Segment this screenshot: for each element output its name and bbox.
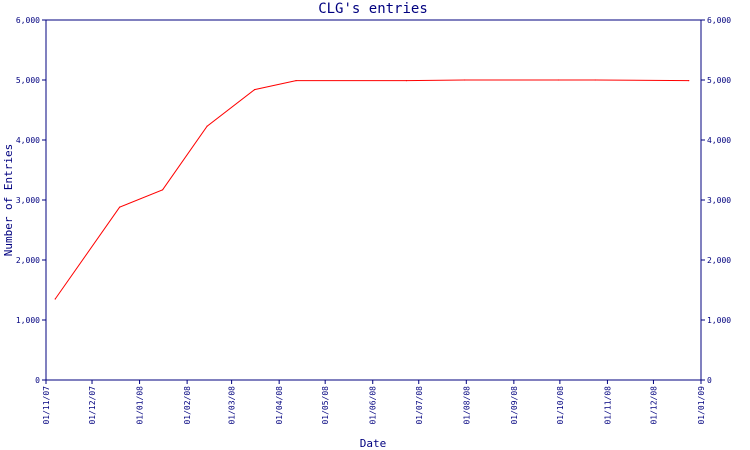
x-tick-label: 01/02/08 <box>183 386 192 425</box>
y-tick-label-left: 4,000 <box>16 136 40 145</box>
series-line <box>54 79 689 300</box>
x-tick-label: 01/05/08 <box>321 386 330 425</box>
x-tick-label: 01/09/08 <box>510 386 519 425</box>
y-tick-label-right: 5,000 <box>707 76 731 85</box>
data-point <box>688 80 690 82</box>
x-axis-label: Date <box>360 437 387 450</box>
data-point <box>594 79 596 81</box>
x-tick-label: 01/12/08 <box>649 386 658 425</box>
x-tick-label: 01/11/07 <box>42 386 51 425</box>
y-tick-label-right: 6,000 <box>707 16 731 25</box>
data-point <box>54 298 56 300</box>
x-tick-label: 01/04/08 <box>275 386 284 425</box>
x-tick-label: 01/07/08 <box>415 386 424 425</box>
plot-area <box>45 19 702 381</box>
y-tick-label-left: 3,000 <box>16 196 40 205</box>
y-tick-label-left: 2,000 <box>16 256 40 265</box>
data-point <box>464 79 466 81</box>
data-point <box>254 89 256 91</box>
x-tick-label: 01/06/08 <box>369 386 378 425</box>
y-tick-label-right: 4,000 <box>707 136 731 145</box>
y-tick-label-left: 6,000 <box>16 16 40 25</box>
x-tick-label: 01/10/08 <box>556 386 565 425</box>
y-axis-label: Number of Entries <box>2 144 15 257</box>
x-tick-label: 01/11/08 <box>603 386 612 425</box>
data-point <box>295 80 297 82</box>
x-tick-label: 01/12/07 <box>88 386 97 425</box>
data-point <box>206 125 208 127</box>
y-tick-label-left: 0 <box>35 376 40 385</box>
data-point <box>161 189 164 191</box>
data-point <box>405 80 408 82</box>
chart-title: CLG's entries <box>318 1 428 17</box>
data-point <box>119 206 121 208</box>
y-tick-label-right: 0 <box>707 376 712 385</box>
data-point <box>557 79 559 81</box>
x-tick-label: 01/01/09 <box>697 386 706 425</box>
x-tick-label: 01/01/08 <box>136 386 145 425</box>
x-tick-label: 01/08/08 <box>462 386 471 425</box>
y-tick-label-right: 1,000 <box>707 316 731 325</box>
y-tick-label-left: 5,000 <box>16 76 40 85</box>
y-tick-label-right: 3,000 <box>707 196 731 205</box>
y-tick-label-left: 1,000 <box>16 316 40 325</box>
x-tick-label: 01/03/08 <box>228 386 237 425</box>
y-tick-label-right: 2,000 <box>707 256 731 265</box>
